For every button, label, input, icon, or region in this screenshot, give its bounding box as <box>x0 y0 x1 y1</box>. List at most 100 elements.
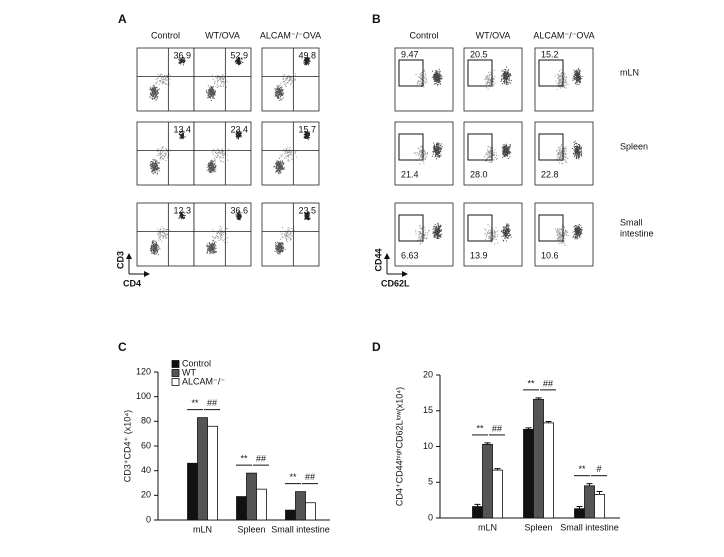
panel-letter: B <box>372 12 381 26</box>
legend-swatch <box>171 369 180 377</box>
legend-swatch <box>171 360 180 368</box>
gate-value: 21.4 <box>401 169 419 179</box>
row-label: intestine <box>620 229 654 239</box>
x-tick-label: mLN <box>478 522 497 532</box>
dot-cloud <box>211 74 229 88</box>
x-tick-label: mLN <box>193 524 212 534</box>
dot-cloud <box>304 211 311 221</box>
dot-cloud <box>413 144 428 165</box>
dot-cloud <box>484 224 499 245</box>
y-axis-label: CD44 <box>373 248 383 271</box>
y-tick-label: 120 <box>136 366 151 376</box>
bar <box>472 506 483 519</box>
bar <box>256 488 267 521</box>
dot-cloud <box>500 66 512 86</box>
quadrant-value: 23.4 <box>230 124 248 134</box>
dot-cloud <box>280 73 296 88</box>
dot-cloud <box>211 148 230 163</box>
quadrant-value: 49.8 <box>298 50 316 60</box>
x-tick-label: Small intestine <box>560 522 619 532</box>
gate <box>467 133 493 161</box>
column-header: ALCAM⁻/⁻OVA <box>533 30 594 40</box>
gate-value: 6.63 <box>401 250 419 260</box>
y-tick-label: 0 <box>428 512 433 522</box>
panel-letter: C <box>118 340 127 354</box>
plot-frame <box>261 202 320 267</box>
quadrant-value: 23.5 <box>298 205 316 215</box>
dot-cloud <box>149 158 161 175</box>
x-axis-label: CD4 <box>123 278 141 288</box>
dot-cloud <box>432 142 443 160</box>
dot-cloud <box>274 85 284 101</box>
dot-cloud <box>484 69 496 90</box>
y-tick-label: 40 <box>141 465 151 475</box>
error-bar <box>494 468 501 471</box>
dot-cloud <box>280 226 295 243</box>
significance-mark: ** <box>240 454 248 464</box>
gate-value: 20.5 <box>470 49 488 59</box>
bar <box>187 462 198 521</box>
row-label: mLN <box>620 68 639 78</box>
bar <box>594 494 605 519</box>
column-header: Control <box>409 30 438 40</box>
y-tick-label: 100 <box>136 391 151 401</box>
legend-swatch <box>171 378 180 386</box>
dot-cloud <box>274 241 286 255</box>
gate <box>467 59 493 87</box>
bar <box>543 422 554 519</box>
bar <box>492 469 503 519</box>
bar <box>533 398 544 519</box>
x-tick-label: Small intestine <box>271 524 330 534</box>
gate-value: 28.0 <box>470 169 488 179</box>
dot-cloud <box>556 144 569 165</box>
legend-label: Control <box>182 358 211 368</box>
dot-cloud <box>501 223 512 242</box>
error-bar <box>484 442 491 445</box>
y-tick-label: 60 <box>141 440 151 450</box>
y-tick-label: 5 <box>428 477 433 487</box>
plot-frame <box>394 121 454 186</box>
significance-mark: ## <box>207 398 217 408</box>
significance-mark: ## <box>305 472 315 482</box>
quadrant-value: 13.4 <box>173 124 191 134</box>
dot-cloud <box>149 240 161 256</box>
gate <box>538 59 564 87</box>
significance-mark: ** <box>527 378 535 388</box>
dot-cloud <box>572 224 583 240</box>
error-bar <box>525 427 532 430</box>
quadrant-value: 36.9 <box>173 50 191 60</box>
dot-cloud <box>273 157 285 175</box>
significance-mark: ## <box>492 423 502 433</box>
y-tick-label: 80 <box>141 416 151 426</box>
bar <box>305 502 316 521</box>
bar <box>574 508 585 519</box>
gate-value: 22.8 <box>541 169 559 179</box>
significance-mark: # <box>596 464 601 474</box>
row-label: Spleen <box>620 142 648 152</box>
dot-cloud <box>554 69 569 91</box>
plot-frame <box>193 121 252 186</box>
error-bar <box>474 503 481 507</box>
error-bar <box>596 491 603 495</box>
bar <box>236 496 247 521</box>
gate <box>398 214 424 242</box>
error-bar <box>576 506 583 509</box>
dot-cloud <box>415 69 428 88</box>
plot-frame <box>193 202 252 267</box>
gate-value: 15.2 <box>541 49 559 59</box>
significance-mark: ** <box>476 423 484 433</box>
dot-cloud <box>205 85 216 101</box>
dot-cloud <box>206 239 217 255</box>
y-tick-label: 0 <box>146 514 151 524</box>
dot-cloud <box>415 224 430 245</box>
dot-cloud <box>178 211 186 220</box>
x-axis-label: CD62L <box>381 278 410 288</box>
significance-mark: ** <box>578 464 586 474</box>
gate <box>398 133 424 161</box>
bar <box>482 443 493 519</box>
dot-cloud <box>555 225 569 246</box>
bar <box>246 472 257 521</box>
significance-mark: ** <box>289 472 297 482</box>
dot-cloud <box>501 143 512 159</box>
